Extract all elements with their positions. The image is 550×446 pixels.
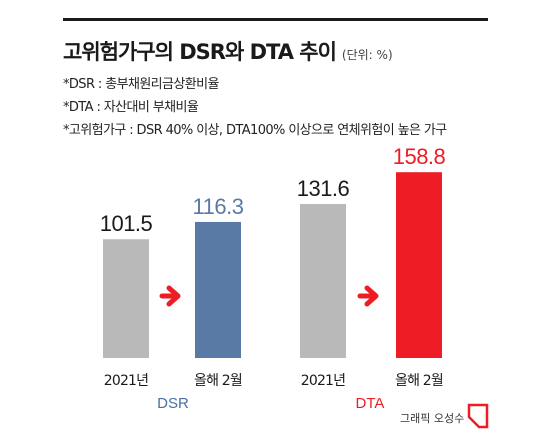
note-high-risk: *고위험가구 : DSR 40% 이상, DTA100% 이상으로 연체위험이 … [63,123,447,138]
arrow-icon [159,285,181,307]
data-label: 116.3 [193,194,244,219]
group-label-dsr: DSR [157,395,189,412]
group-label-dta: DTA [356,395,385,412]
data-label: 101.5 [100,211,153,236]
top-rule [63,18,488,21]
note-dta: *DTA : 자산대비 부채비율 [63,100,199,115]
arrow-icon [357,285,379,307]
unit-label: (단위: %) [341,48,393,62]
bar-dsr-feb [195,221,241,358]
category-label: 올해 2월 [194,373,242,389]
category-label: 2021년 [104,373,149,389]
bar-dsr-2021 [103,239,149,358]
category-label: 올해 2월 [395,373,443,389]
title-row: 고위험가구의 DSR와 DTA 추이 (단위: %) [63,36,393,66]
category-label: 2021년 [301,373,346,389]
data-label: 131.6 [297,176,350,201]
publisher-logo-icon [467,403,489,429]
data-label: 158.8 [393,144,446,169]
bar-dta-2021 [300,204,346,358]
chart-title: 고위험가구의 DSR와 DTA 추이 [63,40,337,64]
credit-text: 그래픽 오성수 [400,412,465,425]
bar-dta-feb [396,172,442,358]
note-dsr: *DSR : 총부채원리금상환비율 [63,77,219,92]
